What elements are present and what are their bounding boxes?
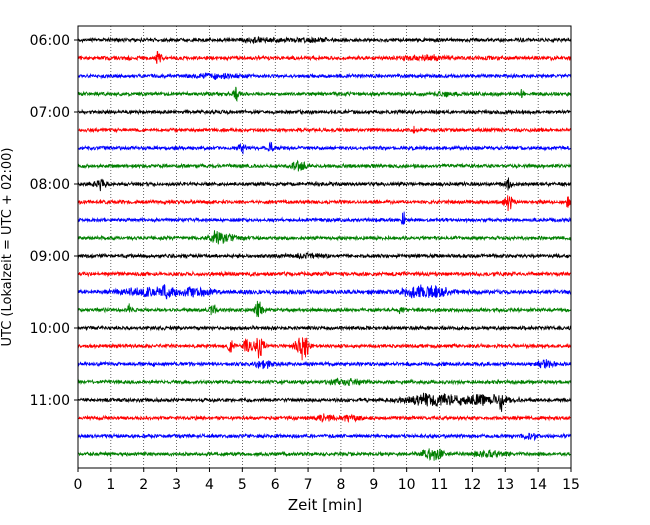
y-tick-label: 10:00: [30, 321, 70, 337]
x-tick-label: 3: [172, 477, 181, 493]
x-axis-label: Zeit [min]: [288, 496, 362, 514]
trace-0845: [77, 230, 572, 245]
trace-0830: [77, 211, 572, 225]
y-tick-label: 07:00: [30, 105, 70, 121]
trace-0730: [77, 141, 572, 155]
x-tick-label: 5: [238, 477, 247, 493]
trace-0615: [77, 50, 572, 64]
x-axis: 0 1 2 3 4 5 6 7 8 9 10 11 12 13 14 15: [74, 468, 580, 493]
y-axis-label: UTC (Lokalzeit = UTC + 02:00): [0, 148, 15, 347]
trace-0930: [77, 284, 572, 300]
y-tick-label: 11:00: [30, 393, 70, 409]
x-tick-label: 2: [139, 477, 148, 493]
x-tick-label: 10: [398, 477, 416, 493]
x-tick-label: 14: [529, 477, 547, 493]
trace-1115: [77, 413, 572, 424]
trace-1015: [77, 337, 572, 361]
y-axis: 06:00 07:00 08:00 09:00 10:00 11:00: [30, 33, 78, 409]
trace-0745: [77, 159, 572, 172]
trace-0800: [77, 177, 572, 192]
trace-0900: [77, 251, 572, 260]
x-tick-label: 13: [496, 477, 514, 493]
y-tick-label: 08:00: [30, 177, 70, 193]
trace-layer: [77, 36, 572, 461]
x-tick-label: 12: [463, 477, 481, 493]
x-tick-label: 6: [271, 477, 280, 493]
x-tick-label: 8: [336, 477, 345, 493]
trace-1030: [77, 359, 572, 370]
x-tick-label: 1: [106, 477, 115, 493]
trace-1000: [77, 324, 572, 332]
trace-1145: [77, 448, 572, 461]
trace-0915: [77, 270, 572, 278]
plot-frame: [77, 25, 572, 469]
trace-0645: [77, 86, 572, 103]
x-tick-label: 9: [369, 477, 378, 493]
trace-1130: [77, 432, 572, 442]
x-tick-label: 11: [431, 477, 449, 493]
trace-0715: [77, 125, 572, 134]
x-tick-label: 0: [74, 477, 83, 493]
x-tick-label: 7: [304, 477, 313, 493]
trace-1045: [77, 377, 572, 386]
y-tick-label: 06:00: [30, 33, 70, 49]
trace-0600: [77, 36, 572, 45]
y-tick-label: 09:00: [30, 249, 70, 265]
trace-1100: [77, 392, 572, 412]
trace-0815: [77, 195, 572, 212]
x-tick-label: 15: [562, 477, 580, 493]
trace-0700: [77, 108, 572, 116]
trace-0630: [77, 72, 572, 80]
x-tick-label: 4: [205, 477, 214, 493]
trace-0945: [77, 300, 572, 318]
